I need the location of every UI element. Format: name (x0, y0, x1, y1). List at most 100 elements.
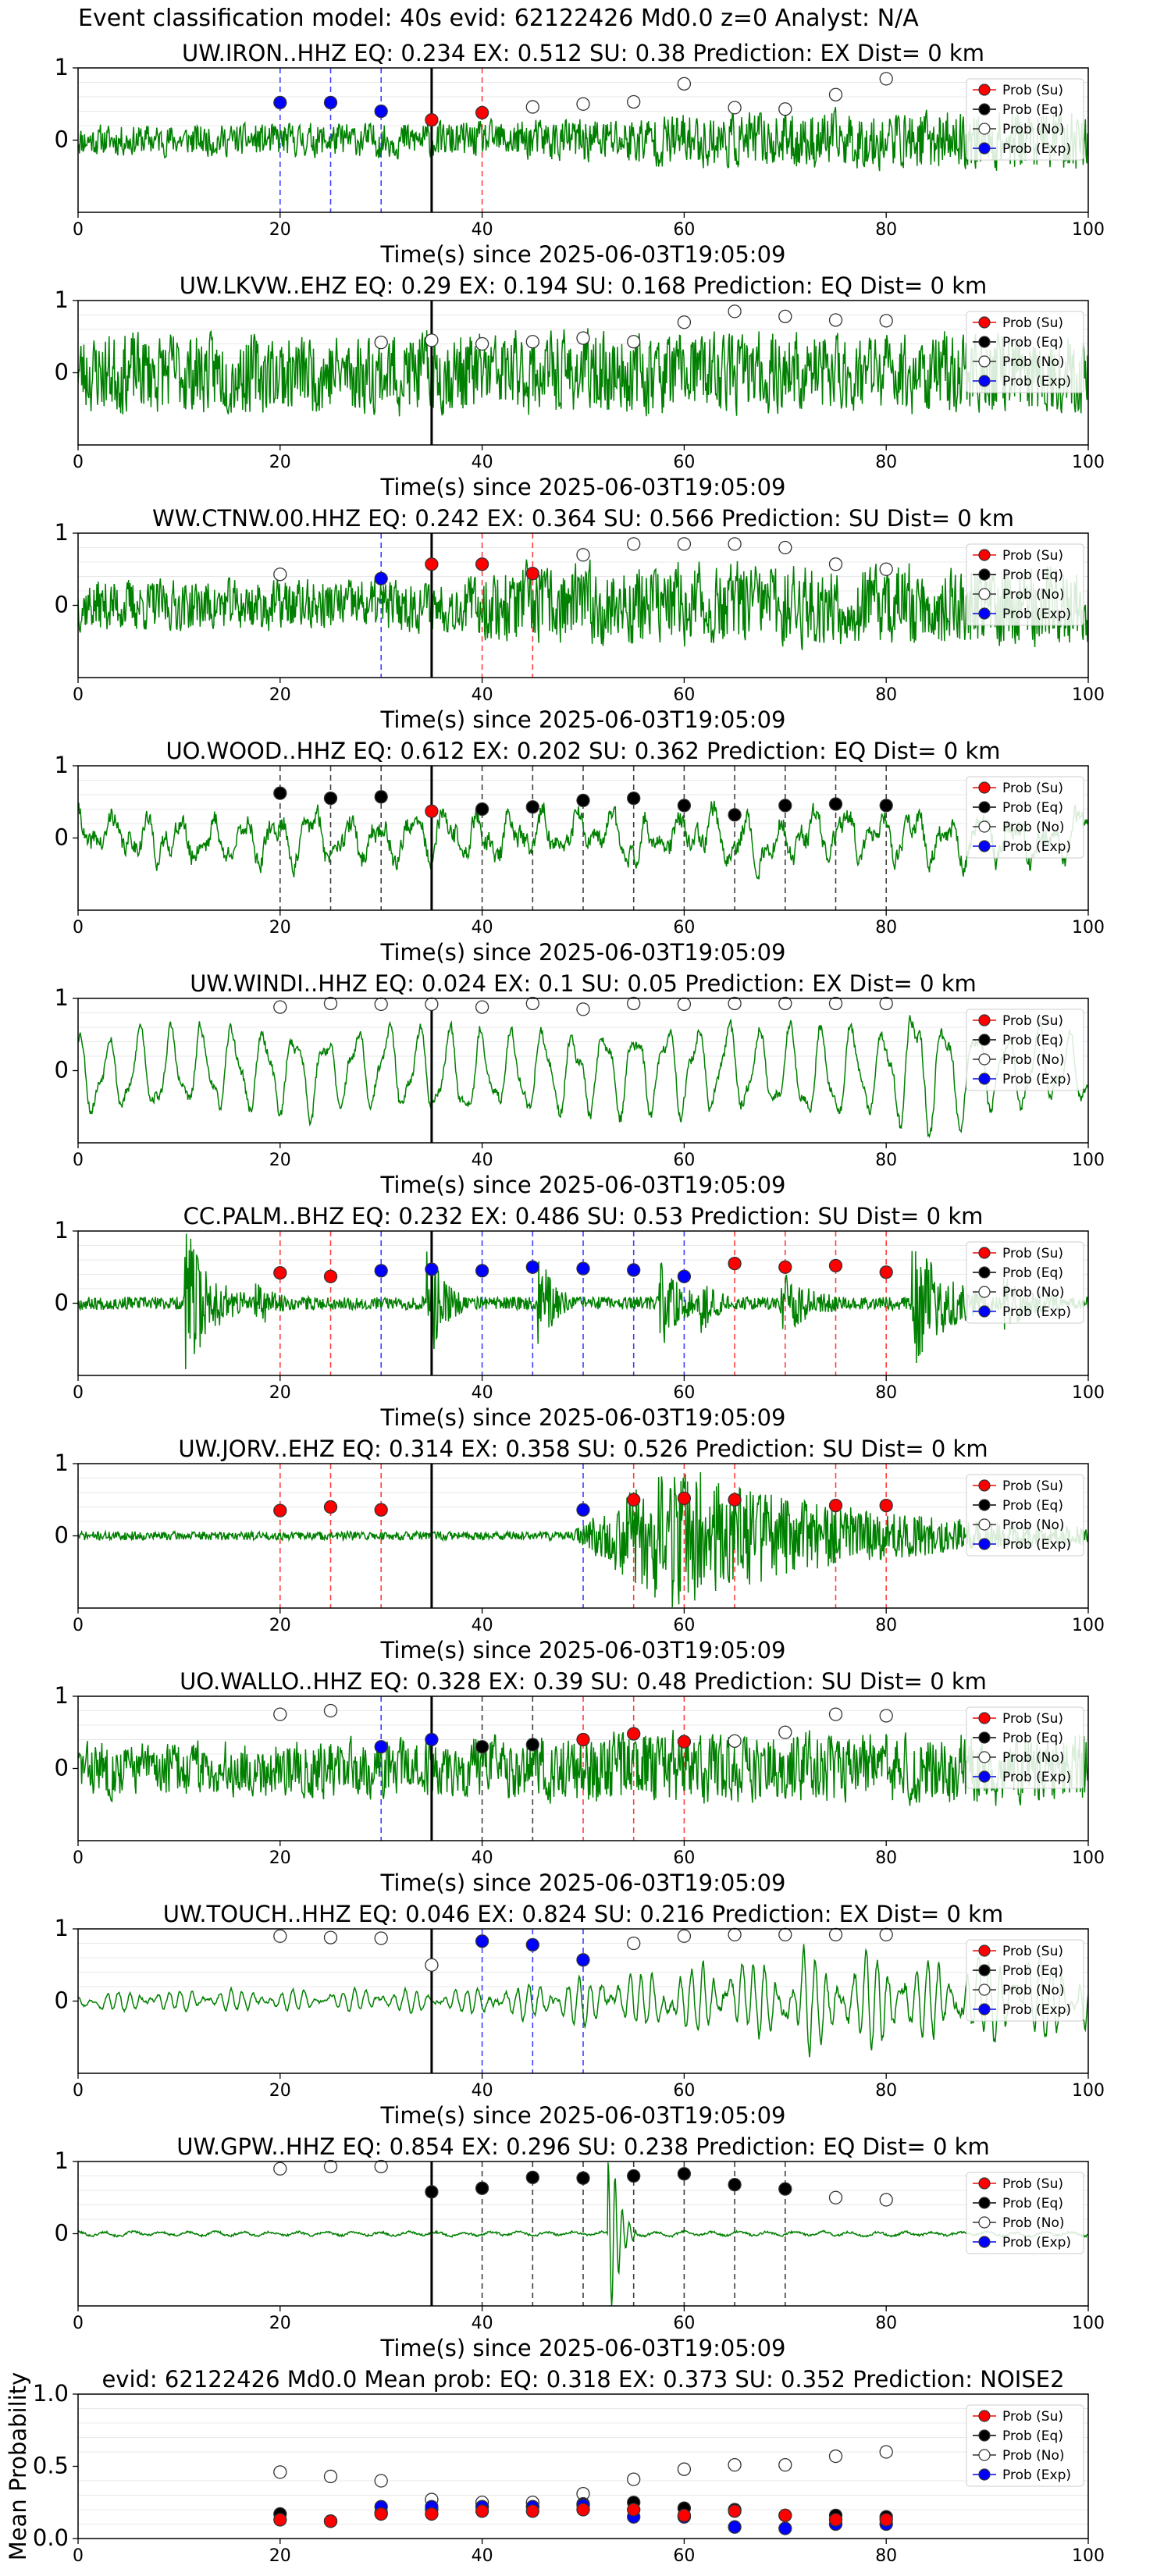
legend-label: Prob (No) (1002, 1750, 1065, 1766)
x-tick-label: 60 (673, 1151, 695, 1170)
prob-point-su (323, 1500, 338, 1514)
y-tick-label: 1 (55, 519, 69, 546)
y-tick-label: 0 (55, 592, 69, 618)
legend-label: Prob (Su) (1002, 1711, 1063, 1727)
x-axis-label: Time(s) since 2025-06-03T19:05:09 (380, 706, 786, 733)
prob-point-no (677, 76, 692, 91)
x-tick-label: 20 (269, 2081, 291, 2101)
prob-point-eq (475, 802, 489, 817)
y-tick-label: 0 (55, 359, 69, 386)
prob-point-no (879, 2193, 893, 2207)
x-tick-label: 60 (673, 2546, 695, 2566)
prob-point-no (879, 72, 893, 86)
prob-point-exp (728, 2520, 742, 2534)
chart-title: UW.GPW..HHZ EQ: 0.854 EX: 0.296 SU: 0.23… (176, 2133, 989, 2160)
prob-point-su (475, 105, 489, 120)
legend-box (966, 1009, 1084, 1091)
y-tick-label: 0 (55, 1755, 69, 1781)
legend-marker-no (978, 820, 991, 833)
legend-marker-eq (978, 2429, 991, 2442)
prob-point-no (828, 313, 843, 327)
x-tick-label: 100 (1072, 453, 1105, 472)
prob-point-su (273, 1266, 287, 1280)
prob-point-eq (525, 2170, 539, 2185)
prob-point-eq (677, 799, 692, 813)
prob-point-no (323, 1703, 338, 1718)
prob-point-exp (374, 1740, 388, 1754)
chart-panel: 0 20 40 60 80 100 1 0 CC.PALM..BHZ EQ: 0.232 EX:… (55, 1203, 1105, 1431)
legend-label: Prob (Exp) (1002, 1072, 1071, 1087)
x-tick-label: 80 (875, 1848, 897, 1868)
axes-frame (77, 2393, 1089, 2539)
x-tick-label: 40 (472, 1383, 493, 1403)
legend-marker-su (978, 1247, 991, 1259)
waveform-trace (78, 1730, 1088, 1806)
legend-marker-exp (978, 142, 991, 155)
prob-point-no (778, 309, 792, 324)
prob-point-exp (273, 95, 287, 110)
prob-point-no (778, 540, 792, 555)
waveform-trace (78, 1233, 1088, 1370)
prob-point-no (374, 335, 388, 350)
prob-point-no (273, 1929, 287, 1943)
chart-title: UW.WINDI..HHZ EQ: 0.024 EX: 0.1 SU: 0.05… (190, 970, 977, 997)
prob-point-su (828, 1499, 843, 1513)
legend-label: Prob (Exp) (1002, 2002, 1071, 2018)
legend-label: Prob (Su) (1002, 1013, 1063, 1029)
legend-marker-eq (978, 1499, 991, 1511)
prob-point-no (273, 1707, 287, 1721)
y-tick-label: 0 (55, 1057, 69, 1083)
legend-label: Prob (No) (1002, 2448, 1065, 2464)
legend-label: Prob (Eq) (1002, 1033, 1063, 1048)
prob-point-no (677, 2462, 692, 2476)
prob-point-su (273, 1503, 287, 1517)
legend-label: Prob (Exp) (1002, 2235, 1071, 2250)
chart-panel: 0 20 40 60 80 100 1 0 UW.WINDI..HHZ EQ: 0.024 EX… (55, 970, 1105, 1198)
prob-point-su (879, 1265, 893, 1279)
prob-point-eq (475, 1740, 489, 1754)
x-tick-label: 0 (73, 453, 84, 472)
legend-marker-exp (978, 840, 991, 852)
x-tick-label: 80 (875, 2546, 897, 2566)
x-tick-label: 80 (875, 1383, 897, 1403)
prob-point-eq (728, 2177, 742, 2192)
prob-point-no (627, 996, 641, 1011)
legend-marker-eq (978, 1964, 991, 1976)
prob-point-no (879, 996, 893, 1011)
prob-point-su (728, 2504, 742, 2518)
prob-point-su (677, 1491, 692, 1506)
legend-label: Prob (Eq) (1002, 800, 1063, 816)
legend-label: Prob (Su) (1002, 781, 1063, 796)
prob-point-no (374, 1931, 388, 1945)
x-tick-label: 100 (1072, 2546, 1105, 2566)
x-tick-label: 40 (472, 1616, 493, 1635)
x-axis-label: Time(s) since 2025-06-03T19:05:09 (380, 2335, 786, 2361)
legend-marker-no (978, 2449, 991, 2461)
y-tick-label: 0 (55, 2220, 69, 2247)
prob-point-eq (475, 2181, 489, 2195)
prob-point-eq (828, 797, 843, 811)
prob-point-no (828, 1707, 843, 1721)
legend-marker-su (978, 1712, 991, 1724)
x-tick-label: 40 (472, 685, 493, 705)
legend-label: Prob (No) (1002, 820, 1065, 835)
y-tick-label: 0 (55, 1987, 69, 2014)
legend-label: Prob (Su) (1002, 2409, 1063, 2425)
legend-marker-no (978, 1286, 991, 1298)
prob-point-no (778, 996, 792, 1011)
chart-panel: 0 20 40 60 80 100 1 0 WW.CTNW.00.HHZ EQ: 0.242 E… (55, 505, 1105, 733)
y-tick-label: 0.0 (33, 2524, 69, 2551)
prob-point-exp (677, 1269, 692, 1283)
waveform-trace (78, 800, 1088, 880)
legend: Prob (Su) Prob (Eq) Prob (No) Prob (Exp) (966, 1241, 1084, 1324)
y-axis-label: Mean Probability (5, 2372, 31, 2561)
prob-point-eq (627, 2169, 641, 2183)
x-tick-label: 20 (269, 2314, 291, 2333)
legend: Prob (Su) Prob (Eq) Prob (No) Prob (Exp) (966, 1009, 1084, 1091)
prob-point-no (323, 2159, 338, 2174)
y-tick-label: 0 (55, 1522, 69, 1549)
x-axis-label: Time(s) since 2025-06-03T19:05:09 (380, 241, 786, 268)
chart-title: UO.WALLO..HHZ EQ: 0.328 EX: 0.39 SU: 0.4… (180, 1668, 987, 1695)
prob-point-eq (576, 793, 590, 808)
